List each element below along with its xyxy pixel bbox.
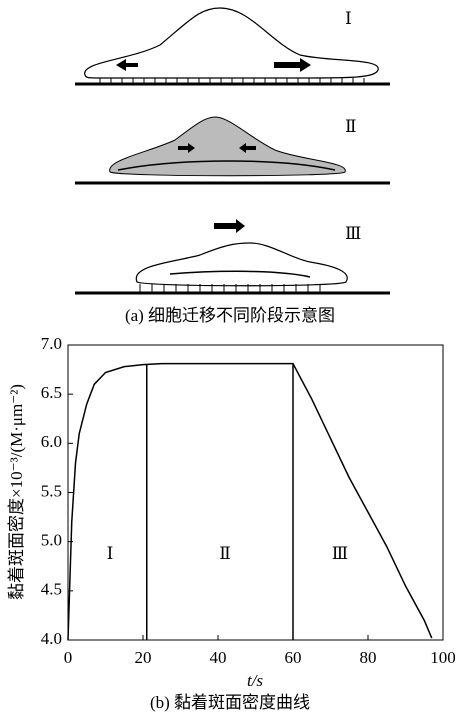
y-tick-label: 5.5	[41, 481, 62, 500]
cell-stage-1	[85, 8, 379, 78]
y-tick-label: 4.5	[41, 580, 62, 599]
cell-stage-3	[136, 243, 347, 286]
y-tick-label: 5.0	[41, 531, 62, 550]
y-tick-label: 6.5	[41, 383, 62, 402]
x-tick-label: 80	[360, 648, 377, 667]
y-tick-label: 4.0	[41, 629, 62, 648]
phase-label: Ⅱ	[219, 544, 231, 563]
y-axis-label: 黏着斑面密度×10⁻³/(M·μm⁻²)	[7, 384, 26, 600]
x-tick-label: 0	[64, 648, 73, 667]
x-axis-label: t/s	[247, 671, 263, 690]
x-tick-label: 100	[430, 648, 456, 667]
phase-label: Ⅰ	[107, 544, 114, 563]
x-tick-label: 20	[135, 648, 152, 667]
x-tick-label: 40	[210, 648, 227, 667]
y-tick-label: 7.0	[41, 334, 62, 353]
diagram: Ⅰ Ⅱ Ⅲ (a) 细胞迁移不同阶段示意图	[75, 8, 390, 325]
caption: (b) 黏着斑面密度曲线	[150, 693, 310, 712]
y-tick-label: 6.0	[41, 432, 62, 451]
arrow	[214, 219, 245, 233]
data-line	[68, 364, 432, 640]
figure: Ⅰ Ⅱ Ⅲ (a) 细胞迁移不同阶段示意图 4.0 4.5 5.0 5.5 6.0 6.5…	[0, 0, 459, 717]
stage-label: Ⅱ	[345, 117, 357, 136]
stage-label: Ⅰ	[345, 9, 352, 28]
x-tick-label: 60	[285, 648, 302, 667]
plot-frame	[68, 345, 443, 640]
cell-stage-2	[110, 117, 346, 176]
caption: (a) 细胞迁移不同阶段示意图	[125, 306, 335, 325]
stage-label: Ⅲ	[345, 224, 361, 243]
phase-label: Ⅲ	[332, 544, 348, 563]
